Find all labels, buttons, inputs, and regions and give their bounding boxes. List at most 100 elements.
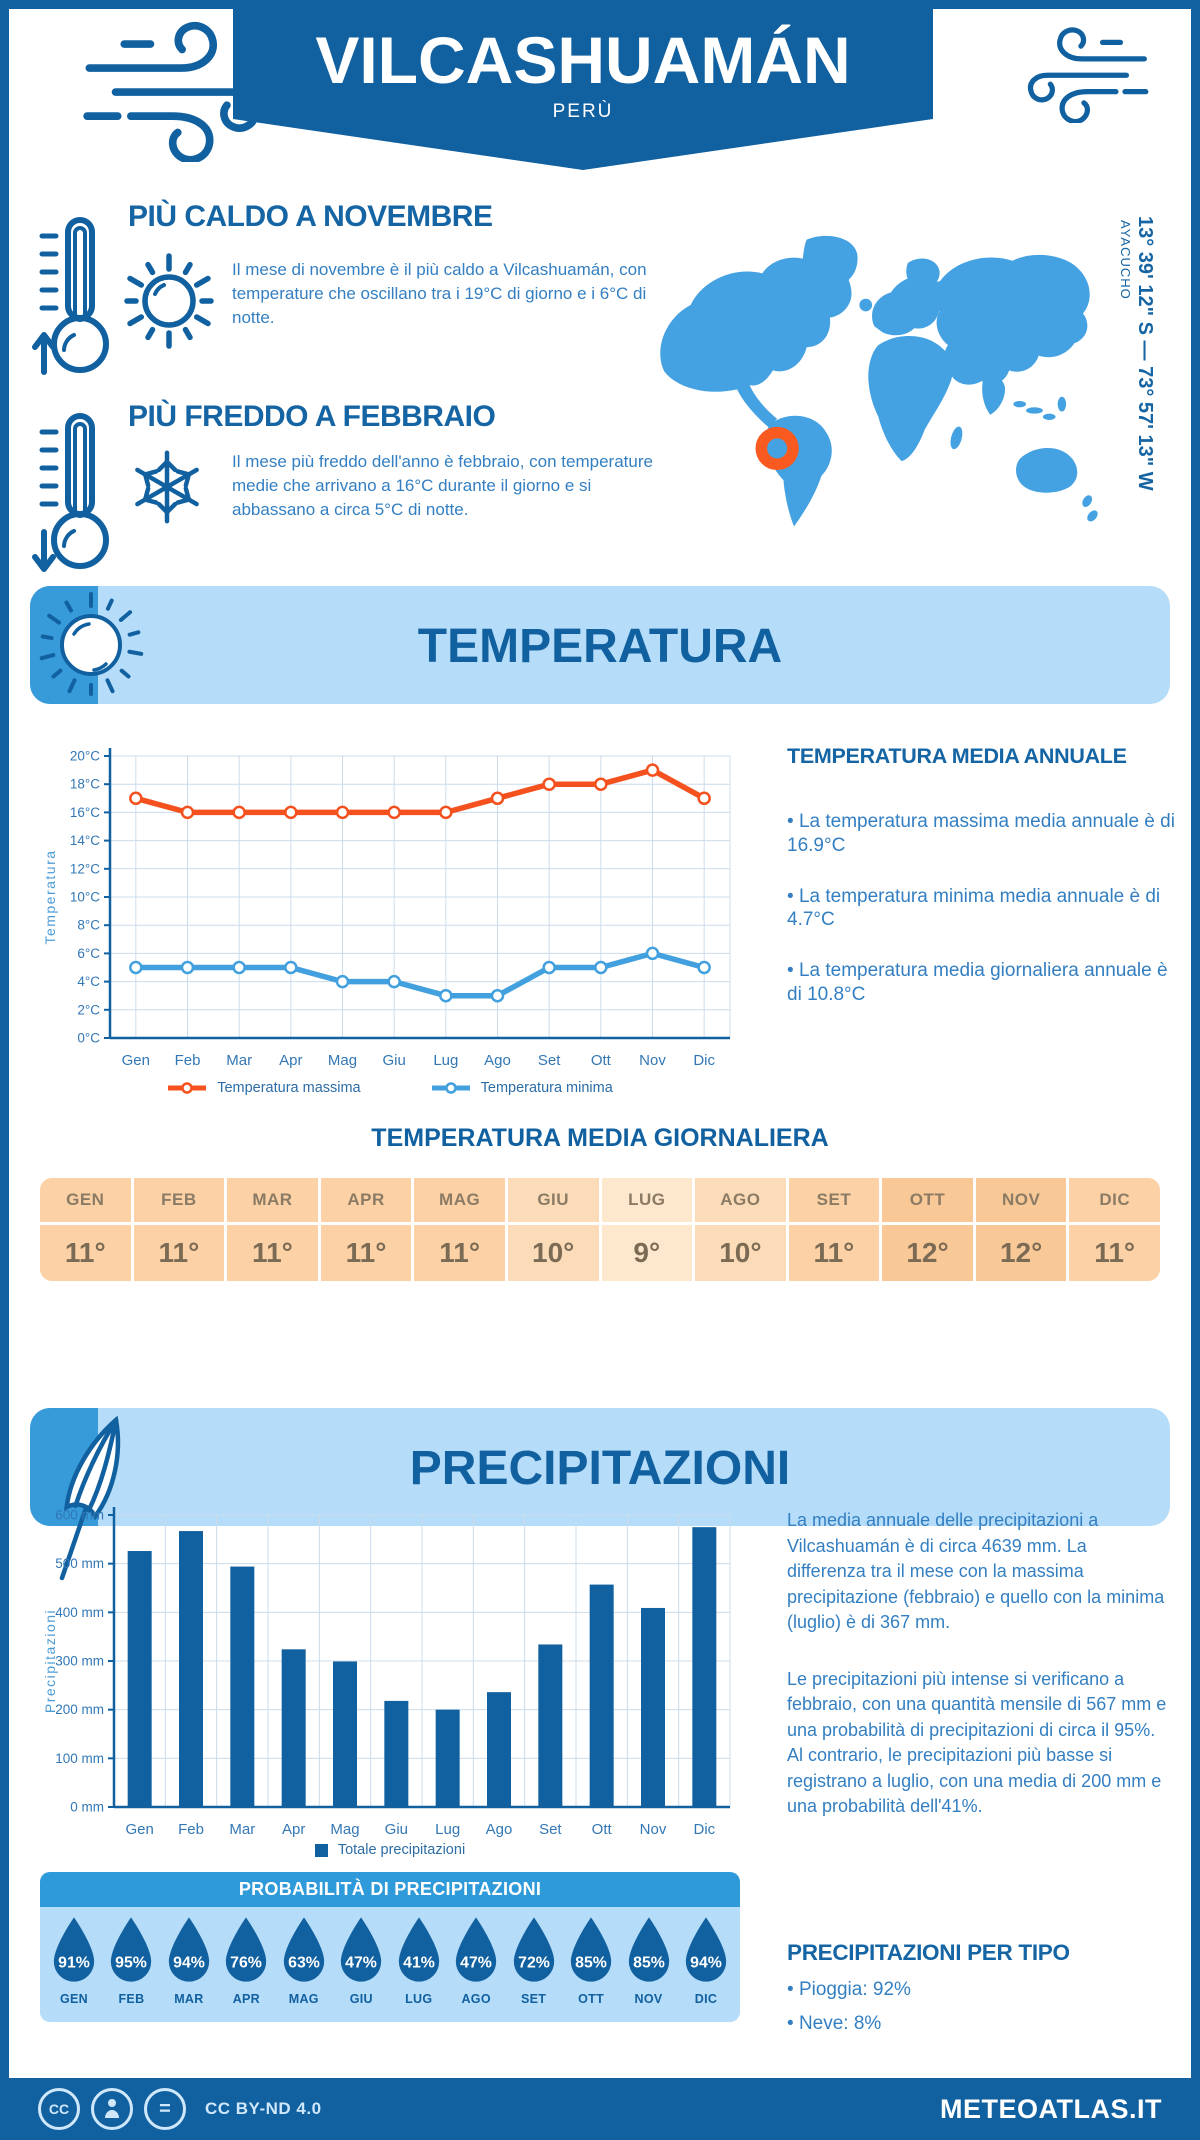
raindrop-icon: 47% [456,1917,497,1982]
svg-text:4°C: 4°C [77,974,100,989]
brand-logo: METEOATLAS.IT [940,2093,1162,2124]
legend-item: Temperatura massima [167,1080,361,1096]
table-temperature-cell: 11° [320,1225,412,1281]
drop-month-label: GIU [349,1992,373,2006]
drop-month-label: OTT [578,1992,605,2006]
probability-drop: 94% MAR [163,1915,215,2006]
svg-text:Apr: Apr [279,1052,302,1069]
svg-text:Precipitazioni: Precipitazioni [42,1609,58,1713]
svg-text:18°C: 18°C [70,777,100,792]
raindrop-icon: 41% [398,1917,439,1982]
probability-title: PROBABILITÀ DI PRECIPITAZIONI [40,1872,740,1907]
svg-text:85%: 85% [575,1954,607,1971]
raindrop-icon: 94% [168,1917,210,1982]
svg-text:Apr: Apr [282,1821,305,1838]
sun-icon [124,253,214,349]
wind-icon [980,26,1152,123]
legend-square-swatch [314,1843,328,1857]
svg-text:76%: 76% [231,1954,263,1971]
svg-text:Mar: Mar [226,1052,252,1069]
raindrop-icon: 95% [111,1917,152,1982]
probability-drop: 72% SET [508,1915,560,2006]
svg-text:8°C: 8°C [77,918,100,933]
annual-bullet: La temperatura massima media annuale è d… [787,810,1179,858]
svg-text:100 mm: 100 mm [55,1751,104,1766]
svg-text:Lug: Lug [435,1821,460,1838]
probability-drop: 94% DIC [680,1915,732,2006]
annual-bullet: La temperatura media giornaliera annuale… [787,959,1179,1007]
annual-temperature-title: TEMPERATURA MEDIA ANNUALE [787,744,1127,768]
raindrop-icon: 47% [341,1917,382,1982]
svg-text:Dic: Dic [693,1821,715,1838]
daily-temperature-title: TEMPERATURA MEDIA GIORNALIERA [371,1124,829,1152]
svg-text:600 mm: 600 mm [55,1508,104,1523]
table-temperature-cell: 12° [975,1225,1067,1281]
drop-month-label: MAG [288,1992,319,2006]
license-text: CC BY-ND 4.0 [205,2099,322,2118]
cc-nd-icon: = [144,2088,186,2130]
probability-drop: 85% OTT [565,1915,617,2006]
probability-drop: 91% GEN [48,1915,100,2006]
svg-text:Ago: Ago [486,1821,513,1838]
svg-text:Nov: Nov [640,1821,667,1838]
table-temperature-cell: 11° [40,1225,131,1281]
svg-text:Gen: Gen [122,1052,150,1069]
svg-text:Feb: Feb [178,1821,204,1838]
precip-type-item: Pioggia: 92% [787,1978,1179,2003]
svg-text:41%: 41% [403,1954,435,1971]
table-temperature-cell: 11° [133,1225,225,1281]
table-month-header: GEN [40,1178,131,1222]
precipitation-paragraphs: La media annuale delle precipitazioni a … [787,1508,1167,1851]
table-month-header: LUG [601,1178,693,1222]
sun-banner-icon [39,592,144,696]
svg-text:Temperatura: Temperatura [42,849,58,944]
raindrop-icon: 63% [283,1917,324,1982]
warm-month-title: PIÙ CALDO A NOVEMBRE [128,200,493,233]
svg-text:95%: 95% [116,1954,148,1971]
probability-panel: PROBABILITÀ DI PRECIPITAZIONI 91% GEN 95% F… [40,1872,740,2022]
table-month-header: MAG [414,1178,505,1222]
raindrop-icon: 94% [685,1917,727,1982]
warm-month-text: Il mese di novembre è il più caldo a Vil… [232,260,647,328]
legend-label: Totale precipitazioni [337,1842,466,1858]
svg-text:Ott: Ott [592,1821,613,1838]
probability-drop: 47% AGO [450,1915,502,2006]
precipitation-chart-legend: Totale precipitazioni [40,1842,740,1858]
precip-type-item: Neve: 8% [787,2012,1179,2037]
probability-drop: 47% GIU [335,1915,387,2006]
drop-month-label: APR [232,1992,260,2006]
table-month-header: DIC [1069,1178,1160,1222]
legend-label: Temperatura minima [480,1080,613,1096]
legend-line-swatch [168,1082,207,1094]
svg-text:72%: 72% [518,1954,550,1971]
svg-text:Giu: Giu [385,1821,408,1838]
svg-text:300 mm: 300 mm [55,1654,104,1669]
svg-text:Mag: Mag [330,1821,359,1838]
svg-text:6°C: 6°C [77,946,100,961]
probability-drops: 91% GEN 95% FEB 94% MAR 76% APR 63% MAG 47% GIU 41% L… [40,1907,740,2006]
temperature-section-title: TEMPERATURA [417,620,783,673]
thermometer-up-icon [32,212,120,375]
svg-text:94%: 94% [690,1954,722,1971]
svg-text:Mag: Mag [328,1052,357,1069]
legend-item: Temperatura minima [431,1080,613,1096]
raindrop-icon: 85% [570,1917,612,1982]
world-map [660,235,1098,527]
table-month-header: APR [320,1178,412,1222]
table-month-header: MAR [227,1178,318,1222]
svg-text:20°C: 20°C [70,749,100,764]
precipitation-section-title: PRECIPITAZIONI [409,1442,791,1495]
svg-text:14°C: 14°C [70,833,100,848]
drop-month-label: FEB [118,1992,145,2006]
svg-text:63%: 63% [288,1954,320,1971]
coordinates-text: 13° 39' 12" S — 73° 57' 13" W [1134,216,1156,491]
cc-attribution-icon [91,2088,133,2130]
page-subtitle: PERÙ [552,101,614,122]
map-coordinates: 13° 39' 12" S — 73° 57' 13" W AYACUCHO [1118,216,1156,491]
probability-drop: 63% MAG [278,1915,330,2006]
header-banner: VILCASHUAMÁN PERÙ [233,0,933,170]
cold-month-text: Il mese più freddo dell'anno è febbraio,… [232,452,653,520]
svg-text:200 mm: 200 mm [55,1702,104,1717]
region-label: AYACUCHO [1118,220,1133,300]
drop-month-label: LUG [405,1992,433,2006]
